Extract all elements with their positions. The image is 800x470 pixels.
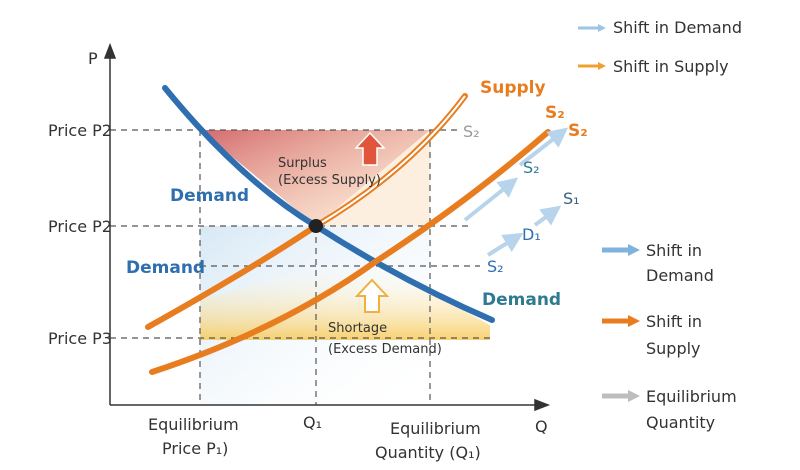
shortage-label: Shortage bbox=[328, 321, 387, 336]
legend-right-demand-2: Demand bbox=[646, 266, 714, 285]
surplus-up-arrow-icon bbox=[354, 131, 386, 166]
legend-top: Shift in Demand Shift in Supply bbox=[578, 18, 742, 76]
equilibrium-point bbox=[309, 219, 323, 233]
arrow-icon bbox=[628, 315, 640, 327]
shortage-sublabel: (Excess Demand) bbox=[328, 342, 442, 357]
arrow-icon bbox=[598, 62, 606, 70]
legend-right-eq-1: Equilibrium bbox=[646, 387, 737, 406]
s2-low-label: S₂ bbox=[487, 257, 504, 276]
arrow-icon bbox=[628, 390, 640, 402]
supply-label: Supply bbox=[480, 78, 546, 98]
x-tick-mid: Q₁ bbox=[303, 413, 322, 432]
price-label-top: Price P2 bbox=[48, 121, 112, 140]
s2-arrow-label: S₂ bbox=[568, 121, 588, 141]
legend-right-eq-2: Quantity bbox=[646, 413, 715, 432]
shortage-up-arrow-icon bbox=[354, 278, 390, 313]
demand-label-right: Demand bbox=[482, 290, 561, 310]
s1-label: S₁ bbox=[563, 189, 580, 208]
surplus-label: Surplus bbox=[278, 156, 327, 171]
x-axis-label: Q bbox=[535, 417, 548, 436]
d1-label: D₁ bbox=[522, 225, 541, 244]
legend-right-supply-1: Shift in bbox=[646, 312, 702, 331]
demand-label-left: Demand bbox=[170, 186, 249, 206]
axes bbox=[103, 42, 551, 412]
s2-teal-label: S₂ bbox=[523, 158, 540, 177]
legend-right-supply-2: Supply bbox=[646, 339, 701, 358]
surplus-sublabel: (Excess Supply) bbox=[278, 173, 381, 188]
x-tick-right-2: Quantity (Q₁) bbox=[375, 443, 481, 462]
s2-gray-label: S₂ bbox=[463, 122, 480, 141]
s2-top-label: S₂ bbox=[545, 103, 565, 123]
legend-right-demand-1: Shift in bbox=[646, 241, 702, 260]
price-label-mid: Price P2 bbox=[48, 217, 112, 236]
shift-arrows bbox=[463, 127, 569, 257]
arrow-icon bbox=[598, 24, 606, 32]
legend-supply: Shift in Supply bbox=[613, 57, 729, 76]
arrow-icon bbox=[628, 244, 640, 256]
guide-lines bbox=[110, 129, 490, 405]
surplus-fade bbox=[316, 130, 430, 226]
supply-s2-curve bbox=[149, 129, 551, 375]
x-tick-right-1: Equilibrium bbox=[390, 419, 481, 438]
price-label-low: Price P3 bbox=[48, 329, 112, 348]
x-tick-left-1: Equilibrium bbox=[148, 415, 239, 434]
legend-right: Shift in Demand Shift in Supply Equilibr… bbox=[602, 241, 737, 432]
y-axis-label: P bbox=[88, 49, 98, 68]
demand-label-mid: Demand bbox=[126, 258, 205, 278]
x-tick-left-2: Price P₁) bbox=[162, 439, 228, 458]
legend-demand: Shift in Demand bbox=[613, 18, 742, 37]
